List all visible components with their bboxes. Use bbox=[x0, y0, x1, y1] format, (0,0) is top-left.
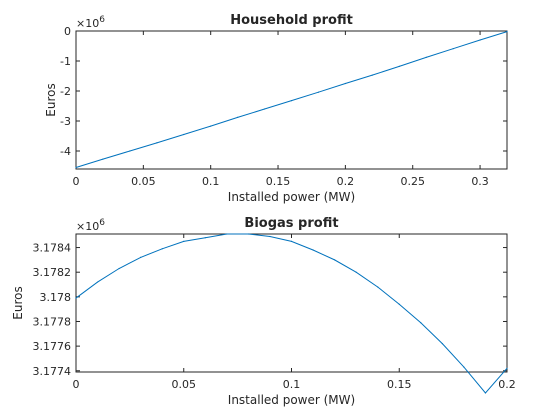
biogas-data-point bbox=[312, 249, 314, 251]
biogas-x-tick-label: 0.2 bbox=[498, 378, 516, 391]
biogas-x-tick-label: 0.05 bbox=[172, 378, 197, 391]
household-y-exponent-power: 6 bbox=[99, 15, 105, 25]
biogas-chart-title: Biogas profit bbox=[244, 216, 338, 231]
household-data-point bbox=[452, 48, 454, 50]
household-x-tick-label: 0.3 bbox=[471, 175, 489, 188]
biogas-x-tick-label: 0.1 bbox=[283, 378, 301, 391]
household-data-point bbox=[210, 125, 212, 127]
biogas-data-point bbox=[75, 297, 77, 299]
household-x-tick-label: 0.25 bbox=[400, 175, 425, 188]
household-y-tick-label: 0 bbox=[64, 25, 71, 38]
biogas-data-point bbox=[398, 303, 400, 305]
biogas-y-exponent: ×106 bbox=[76, 218, 105, 233]
biogas-x-tick-label: 0 bbox=[73, 378, 80, 391]
biogas-data-point bbox=[290, 240, 293, 242]
household-y-exponent: ×106 bbox=[76, 15, 105, 30]
biogas-data-point bbox=[204, 237, 206, 239]
biogas-y-tick-label: 3.1774 bbox=[33, 365, 72, 378]
biogas-x-axis-label: Installed power (MW) bbox=[228, 393, 355, 407]
household-data-point bbox=[102, 158, 104, 160]
biogas-data-point bbox=[269, 235, 271, 238]
household-x-axis-label: Installed power (MW) bbox=[228, 190, 355, 204]
biogas-y-tick-label: 3.1784 bbox=[33, 242, 72, 255]
household-x-tick-label: 0 bbox=[73, 175, 80, 188]
household-data-point bbox=[371, 74, 373, 76]
household-data-point bbox=[398, 65, 400, 67]
household-data-point bbox=[263, 108, 266, 110]
biogas-data-point bbox=[140, 256, 142, 259]
biogas-data-point bbox=[355, 271, 357, 273]
household-data-point bbox=[129, 150, 131, 152]
household-x-tick-label: 0.15 bbox=[266, 175, 291, 188]
biogas-y-tick-label: 3.1776 bbox=[33, 340, 72, 353]
biogas-y-axis-label: Euros bbox=[11, 286, 25, 319]
biogas-profit-axes: 0 0.05 0.1 0.15 0.2 3.1774 3.1776 3.1778 3.178 3.… bbox=[11, 216, 516, 407]
biogas-y-exponent-power: 6 bbox=[99, 218, 105, 228]
biogas-data-point bbox=[334, 259, 336, 261]
biogas-data-point bbox=[161, 248, 163, 250]
household-series-line bbox=[75, 31, 508, 168]
biogas-x-tick-label: 0.15 bbox=[387, 378, 412, 391]
household-data-point bbox=[344, 82, 346, 85]
biogas-y-tick-label: 3.1778 bbox=[33, 315, 72, 328]
household-x-tick-label: 0.05 bbox=[131, 175, 156, 188]
biogas-data-point bbox=[484, 392, 487, 394]
household-data-point bbox=[317, 91, 320, 93]
biogas-data-point bbox=[96, 281, 99, 283]
biogas-data-point bbox=[377, 286, 379, 288]
biogas-data-point bbox=[506, 367, 508, 369]
household-data-point bbox=[479, 39, 481, 41]
household-x-tick-label: 0.1 bbox=[202, 175, 220, 188]
household-y-tick-label: -4 bbox=[60, 145, 71, 158]
biogas-data-point bbox=[463, 366, 465, 368]
biogas-data-point bbox=[420, 322, 422, 324]
household-chart-title: Household profit bbox=[230, 13, 353, 28]
biogas-data-point bbox=[118, 267, 120, 270]
biogas-data-point bbox=[247, 233, 249, 235]
household-y-tick-label: -2 bbox=[60, 85, 71, 98]
biogas-axes-frame bbox=[75, 233, 508, 373]
household-y-axis-label: Euros bbox=[44, 83, 58, 116]
household-y-tick-label: -3 bbox=[60, 115, 71, 128]
household-data-point bbox=[506, 31, 508, 33]
household-data-point bbox=[237, 116, 239, 118]
household-y-exponent-base: ×10 bbox=[76, 17, 99, 30]
household-data-point bbox=[75, 166, 77, 169]
biogas-y-tick-label: 3.178 bbox=[40, 291, 72, 304]
biogas-data-point bbox=[441, 343, 443, 345]
household-data-point bbox=[183, 133, 185, 136]
household-data-point bbox=[290, 100, 293, 102]
household-profit-axes: 0 0.05 0.1 0.15 0.2 0.25 0.3 -4 -3 -2 -1 0 Household… bbox=[44, 13, 508, 204]
household-axes-frame bbox=[75, 30, 508, 170]
household-data-point bbox=[156, 142, 158, 144]
biogas-data-point bbox=[183, 240, 185, 242]
household-x-tick-label: 0.2 bbox=[337, 175, 355, 188]
biogas-y-tick-label: 3.1782 bbox=[33, 266, 72, 279]
household-y-tick-label: -1 bbox=[60, 55, 71, 68]
household-data-point bbox=[425, 56, 427, 59]
biogas-data-point bbox=[226, 233, 228, 235]
biogas-y-exponent-base: ×10 bbox=[76, 220, 99, 233]
